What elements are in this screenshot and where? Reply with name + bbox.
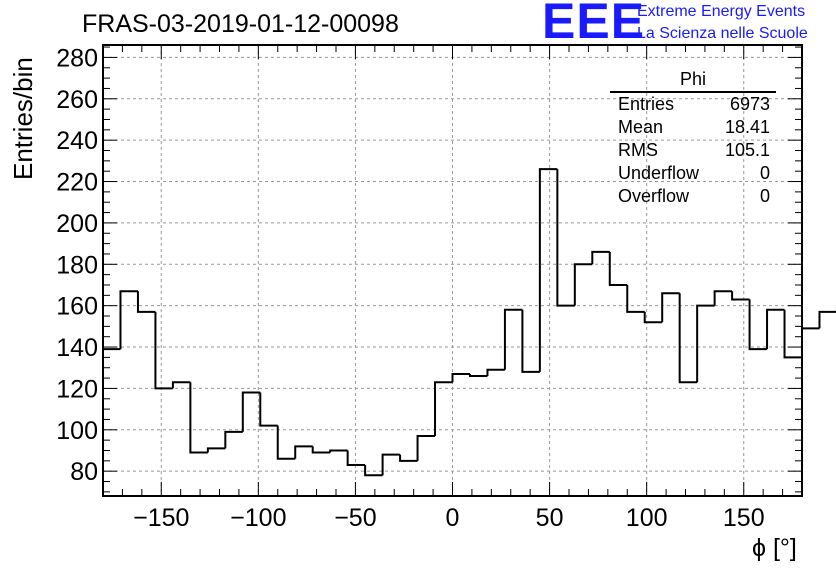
x-tick-label: −50 (334, 504, 376, 532)
stats-value: 18.41 (724, 117, 770, 137)
histogram-bin (451, 372, 470, 383)
stats-label: Underflow (618, 163, 700, 183)
x-tick-label: −150 (133, 504, 189, 532)
histogram-bin (521, 309, 540, 373)
logo-line-1: Extreme Energy Events (637, 3, 806, 20)
y-tick-label: 240 (56, 127, 98, 155)
x-tick-label: 100 (626, 504, 668, 532)
histogram-bin (748, 299, 768, 351)
logo-line-2: La Scienza nelle Scuole (637, 25, 808, 42)
histogram-bin (434, 381, 453, 437)
histogram-bin (766, 308, 785, 350)
histogram-bin (783, 309, 802, 359)
histogram-bin (119, 290, 138, 350)
y-tick-label: 280 (56, 44, 98, 72)
stats-value: 105.1 (724, 140, 770, 160)
stats-label: Overflow (618, 186, 690, 206)
histogram-bin (713, 290, 733, 306)
y-tick-label: 140 (56, 334, 98, 362)
histogram-bin (259, 392, 278, 427)
stats-row-rms: RMS 105.1 (610, 139, 776, 162)
histogram-bin (241, 391, 261, 432)
histogram-bin (224, 430, 243, 449)
y-tick-label: 120 (56, 375, 98, 403)
histogram-bin (818, 310, 836, 329)
y-tick-label: 100 (56, 417, 98, 445)
x-tick-label: 50 (536, 504, 564, 532)
stats-value: 6973 (729, 94, 770, 114)
y-tick-label: 260 (56, 86, 98, 114)
histogram-bin (678, 293, 698, 384)
stats-label: Entries (618, 94, 675, 114)
x-axis-label: ϕ [°] (752, 534, 797, 562)
stats-row-underflow: Underflow 0 (610, 162, 776, 185)
histogram-bin (696, 304, 715, 383)
y-tick-label: 80 (70, 458, 98, 486)
histogram-bin (503, 308, 523, 370)
x-tick-label: 0 (446, 504, 460, 532)
histogram-bin (294, 445, 313, 459)
plot-title: FRAS-03-2019-01-12-00098 (82, 10, 399, 38)
histogram-bin (206, 447, 226, 453)
y-tick-label: 160 (56, 293, 98, 321)
histogram-bin (346, 450, 366, 466)
histogram-bin (626, 284, 645, 313)
histogram-bin (556, 169, 575, 307)
histogram-bin (364, 464, 383, 477)
stats-label: RMS (618, 140, 658, 160)
histogram-bin (801, 327, 820, 358)
histogram-bin (311, 446, 331, 454)
histogram-bin (486, 368, 505, 377)
histogram-bin (399, 454, 418, 462)
plot-frame (102, 44, 803, 497)
histogram-bin (591, 250, 610, 265)
stats-row-overflow: Overflow 0 (610, 185, 776, 208)
y-tick-label: 200 (56, 210, 98, 238)
stats-label: Mean (618, 117, 664, 137)
histogram-bin (189, 382, 208, 454)
histogram-bin (329, 449, 348, 453)
y-tick-label: 180 (56, 251, 98, 279)
y-axis-label: Entries/bin (8, 57, 38, 180)
histogram-bin (381, 453, 401, 476)
histogram-bin (573, 263, 593, 306)
stats-row-entries: Entries 6973 (610, 93, 776, 116)
histogram-bin (538, 168, 558, 372)
histogram-bin (731, 291, 750, 301)
histogram-bin (661, 292, 680, 323)
y-tick-label: 220 (56, 169, 98, 197)
stats-value: 0 (759, 163, 770, 183)
stats-box-title: Phi (610, 68, 776, 93)
histogram-bin (468, 373, 488, 378)
stats-box: Phi Entries 6973 Mean 18.41 RMS 105.1 Un… (610, 68, 776, 208)
x-tick-label: −100 (230, 504, 286, 532)
histogram-bin (416, 435, 436, 461)
eee-logo: EEE (542, 0, 646, 49)
histogram-bin (171, 381, 191, 389)
histogram-bin (643, 311, 663, 324)
stats-value: 0 (759, 186, 770, 206)
histogram-bin (154, 311, 173, 390)
stats-row-mean: Mean 18.41 (610, 116, 776, 139)
histogram-bin (276, 425, 296, 460)
histogram-bin (136, 291, 156, 313)
x-tick-label: 150 (723, 504, 765, 532)
histogram-bin (608, 251, 628, 286)
